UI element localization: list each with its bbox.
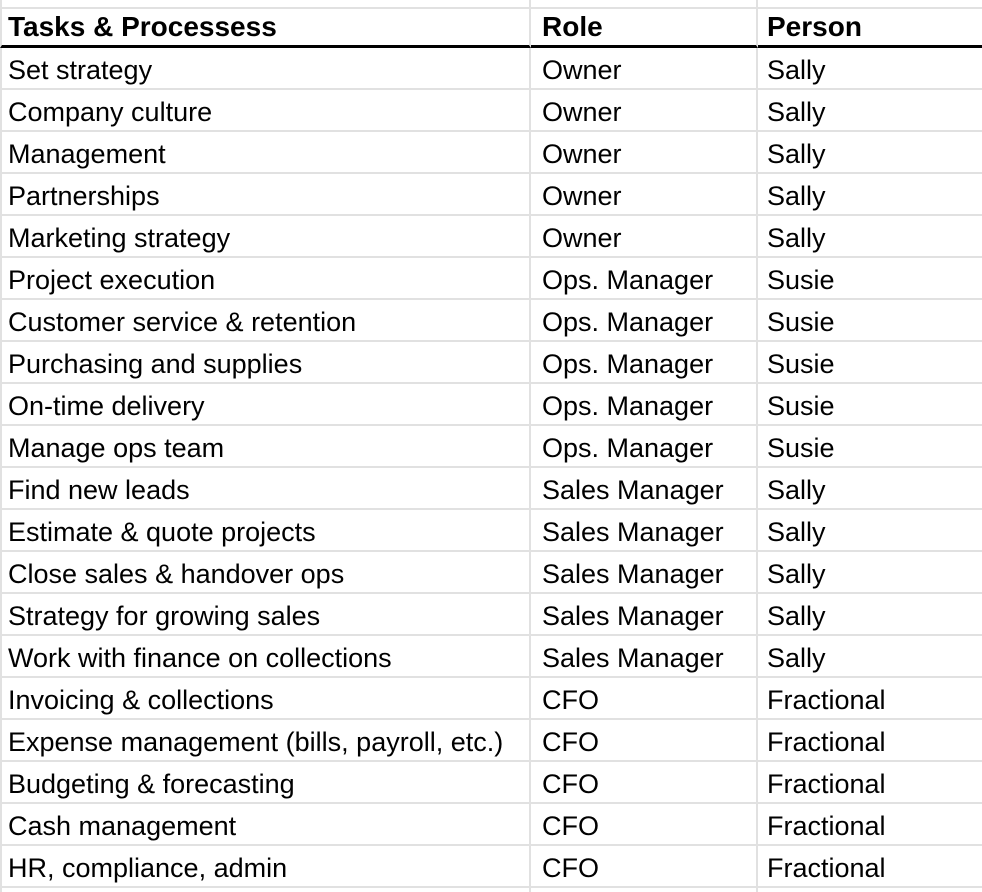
table-row: Set strategy Owner Sally [0,48,982,90]
cell-role[interactable]: Sales Manager [531,510,758,552]
cell-role[interactable]: CFO [531,762,758,804]
cell-role[interactable]: CFO [531,678,758,720]
table-row: Purchasing and supplies Ops. Manager Sus… [0,342,982,384]
cell-task[interactable]: Manage ops team [0,426,531,468]
cell-task[interactable]: Cash management [0,804,531,846]
cell-role[interactable]: Sales Manager [531,552,758,594]
table-row: Manage ops team Ops. Manager Susie [0,426,982,468]
cell-role[interactable]: CFO [531,720,758,762]
cell-task[interactable]: Company culture [0,90,531,132]
cell-task[interactable]: Strategy for growing sales [0,594,531,636]
partial-cell [531,0,758,9]
table-row: Budgeting & forecasting CFO Fractional [0,762,982,804]
cell-person[interactable]: Fractional [758,846,982,888]
cell-role[interactable]: CFO [531,846,758,888]
table-body: Set strategy Owner Sally Company culture… [0,48,982,888]
cell-role[interactable]: Owner [531,132,758,174]
cell-person[interactable]: Fractional [758,678,982,720]
cell-task[interactable]: Budgeting & forecasting [0,762,531,804]
cell-task[interactable]: Find new leads [0,468,531,510]
cell-role[interactable]: Ops. Manager [531,426,758,468]
cell-task[interactable]: Partnerships [0,174,531,216]
cell-person[interactable]: Susie [758,384,982,426]
cell-person[interactable]: Sally [758,132,982,174]
table-row: Strategy for growing sales Sales Manager… [0,594,982,636]
cell-person[interactable]: Sally [758,468,982,510]
header-cell-tasks-processes[interactable]: Tasks & Processess [0,9,531,48]
cell-person[interactable]: Sally [758,216,982,258]
cell-role[interactable]: Owner [531,48,758,90]
partial-cell [531,888,758,892]
table-row: Project execution Ops. Manager Susie [0,258,982,300]
cell-task[interactable]: On-time delivery [0,384,531,426]
cell-task[interactable]: Close sales & handover ops [0,552,531,594]
cell-person[interactable]: Susie [758,300,982,342]
cell-person[interactable]: Sally [758,174,982,216]
table-row: Find new leads Sales Manager Sally [0,468,982,510]
cell-task[interactable]: Marketing strategy [0,216,531,258]
cell-role[interactable]: Owner [531,90,758,132]
cell-task[interactable]: Invoicing & collections [0,678,531,720]
table-row: On-time delivery Ops. Manager Susie [0,384,982,426]
table-row: Partnerships Owner Sally [0,174,982,216]
cell-person[interactable]: Fractional [758,720,982,762]
table-row: Estimate & quote projects Sales Manager … [0,510,982,552]
header-cell-person[interactable]: Person [758,9,982,48]
cell-role[interactable]: Ops. Manager [531,384,758,426]
table-row: HR, compliance, admin CFO Fractional [0,846,982,888]
partial-cell [758,0,982,9]
cell-task[interactable]: Work with finance on collections [0,636,531,678]
partial-cell [0,0,531,9]
cell-task[interactable]: HR, compliance, admin [0,846,531,888]
table-row: Close sales & handover ops Sales Manager… [0,552,982,594]
table-row: Marketing strategy Owner Sally [0,216,982,258]
cell-person[interactable]: Sally [758,552,982,594]
header-cell-role[interactable]: Role [531,9,758,48]
cell-person[interactable]: Sally [758,594,982,636]
table-row: Work with finance on collections Sales M… [0,636,982,678]
cell-task[interactable]: Management [0,132,531,174]
cell-role[interactable]: Sales Manager [531,636,758,678]
partial-cell [758,888,982,892]
header-row: Tasks & Processess Role Person [0,9,982,48]
cell-person[interactable]: Fractional [758,804,982,846]
cell-role[interactable]: CFO [531,804,758,846]
cell-task[interactable]: Set strategy [0,48,531,90]
cell-role[interactable]: Owner [531,174,758,216]
cell-person[interactable]: Sally [758,510,982,552]
cell-role[interactable]: Ops. Manager [531,342,758,384]
table-row: Management Owner Sally [0,132,982,174]
table-row: Cash management CFO Fractional [0,804,982,846]
cell-person[interactable]: Susie [758,258,982,300]
cell-task[interactable]: Purchasing and supplies [0,342,531,384]
partial-row-top [0,0,982,9]
partial-cell [0,888,531,892]
cell-task[interactable]: Customer service & retention [0,300,531,342]
cell-task[interactable]: Estimate & quote projects [0,510,531,552]
cell-role[interactable]: Ops. Manager [531,300,758,342]
cell-role[interactable]: Sales Manager [531,468,758,510]
cell-task[interactable]: Expense management (bills, payroll, etc.… [0,720,531,762]
cell-person[interactable]: Susie [758,426,982,468]
partial-row-bottom [0,888,982,892]
cell-person[interactable]: Fractional [758,762,982,804]
cell-role[interactable]: Ops. Manager [531,258,758,300]
cell-role[interactable]: Owner [531,216,758,258]
table-row: Expense management (bills, payroll, etc.… [0,720,982,762]
cell-person[interactable]: Sally [758,48,982,90]
table-row: Company culture Owner Sally [0,90,982,132]
cell-role[interactable]: Sales Manager [531,594,758,636]
table-row: Invoicing & collections CFO Fractional [0,678,982,720]
cell-person[interactable]: Sally [758,636,982,678]
table-row: Customer service & retention Ops. Manage… [0,300,982,342]
cell-task[interactable]: Project execution [0,258,531,300]
cell-person[interactable]: Susie [758,342,982,384]
cell-person[interactable]: Sally [758,90,982,132]
